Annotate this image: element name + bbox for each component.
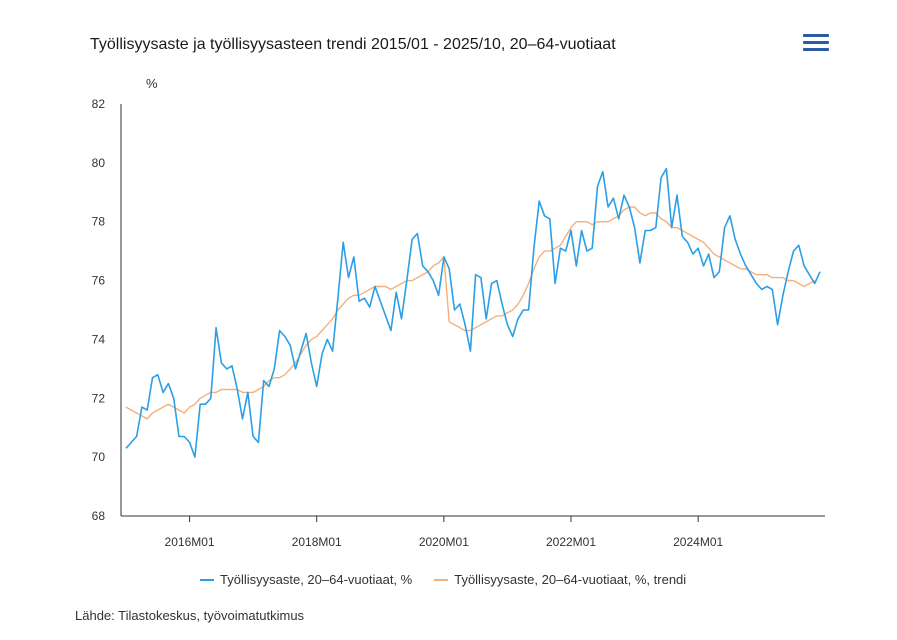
y-tick-label: 80 bbox=[92, 156, 106, 170]
legend-label-trend: Työllisyysaste, 20–64-vuotiaat, %, trend… bbox=[454, 572, 687, 587]
y-tick-label: 82 bbox=[92, 97, 106, 111]
y-axis-unit: % bbox=[146, 76, 158, 91]
menu-bar bbox=[803, 34, 829, 37]
y-tick-label: 78 bbox=[92, 215, 106, 229]
menu-bar bbox=[803, 41, 829, 44]
legend-swatch-trend bbox=[434, 578, 449, 581]
legend-swatch-raw bbox=[200, 578, 214, 581]
menu-bar bbox=[803, 48, 829, 51]
line-chart: % 68 70 72 74 76 78 80 82 2016M01 2018M01 2020M01… bbox=[92, 76, 825, 549]
x-tick-label: 2024M01 bbox=[673, 535, 723, 549]
y-tick-label: 76 bbox=[92, 274, 106, 288]
y-tick-label: 72 bbox=[92, 391, 106, 405]
series-layer bbox=[125, 167, 821, 458]
source-note: Lähde: Tilastokeskus, työvoimatutkimus bbox=[75, 608, 305, 623]
legend-label-raw: Työllisyysaste, 20–64-vuotiaat, % bbox=[220, 572, 413, 587]
chart-title: Työllisyysaste ja työllisyysasteen trend… bbox=[90, 36, 616, 53]
y-axis-ticks: 68 70 72 74 76 78 80 82 bbox=[92, 97, 106, 523]
x-tick-label: 2020M01 bbox=[419, 535, 469, 549]
legend-item-trend[interactable]: Työllisyysaste, 20–64-vuotiaat, %, trend… bbox=[434, 572, 686, 587]
x-tick-label: 2018M01 bbox=[292, 535, 342, 549]
legend-item-raw[interactable]: Työllisyysaste, 20–64-vuotiaat, % bbox=[200, 572, 412, 587]
legend: Työllisyysaste, 20–64-vuotiaat, % Työlli… bbox=[200, 572, 686, 587]
x-axis-ticks: 2016M01 2018M01 2020M01 2022M01 2024M01 bbox=[165, 516, 723, 549]
series-line-trend[interactable] bbox=[125, 206, 816, 420]
hamburger-menu-icon[interactable] bbox=[800, 30, 832, 58]
y-tick-label: 70 bbox=[92, 450, 106, 464]
y-tick-label: 74 bbox=[92, 332, 106, 346]
y-tick-label: 68 bbox=[92, 509, 106, 523]
x-tick-label: 2016M01 bbox=[165, 535, 215, 549]
x-tick-label: 2022M01 bbox=[546, 535, 596, 549]
series-line-raw[interactable] bbox=[125, 167, 821, 458]
